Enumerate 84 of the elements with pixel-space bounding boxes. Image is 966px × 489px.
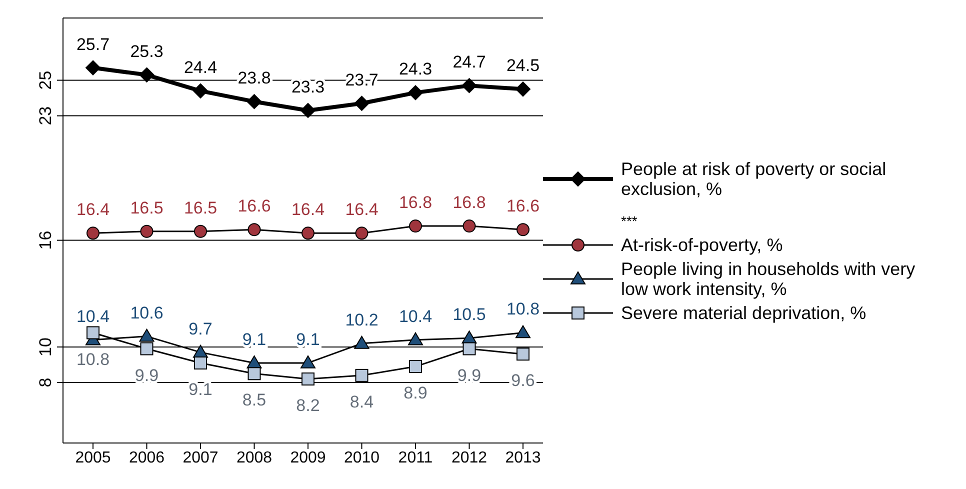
data-label: 24.7 (452, 52, 486, 72)
point (409, 220, 422, 233)
point (409, 360, 422, 374)
data-label: 25.3 (130, 42, 164, 61)
data-label: 10.5 (452, 305, 486, 324)
x-tick-label: 2008 (236, 449, 272, 466)
point (246, 94, 262, 110)
y-tick-label: 23 (36, 106, 55, 126)
point (248, 367, 261, 380)
data-label: 24.3 (398, 60, 432, 79)
x-tick-label: 2010 (344, 449, 380, 466)
point (516, 325, 530, 338)
point (355, 368, 368, 382)
legend-label: People living in households with very low work intensity, % (621, 259, 916, 299)
y-tick-label: 10 (36, 338, 55, 356)
point (462, 342, 476, 356)
data-label: 16.4 (76, 200, 110, 220)
data-label: 10.4 (398, 306, 432, 326)
point (354, 336, 370, 349)
data-label: 16.8 (452, 193, 486, 212)
point (302, 226, 314, 240)
point (354, 96, 370, 111)
data-label: 24.4 (184, 58, 218, 77)
y-tick-label: 8 (36, 378, 55, 388)
data-label: 9.1 (188, 380, 212, 400)
point (462, 78, 477, 94)
point (300, 102, 316, 118)
x-tick-label: 2011 (398, 449, 433, 466)
point (248, 223, 261, 236)
point (86, 60, 100, 76)
x-tick-label: 2006 (128, 449, 165, 466)
data-label: 9.1 (242, 330, 266, 349)
point (408, 332, 423, 346)
data-label: 16.5 (130, 198, 164, 218)
data-label: 9.9 (457, 366, 482, 385)
data-label: 16.6 (506, 196, 540, 216)
data-label: 10.4 (76, 306, 110, 326)
legend-label: People at risk of poverty or social exclusion, % (621, 159, 888, 199)
point (516, 82, 530, 97)
point (193, 83, 208, 98)
point (194, 356, 207, 370)
point (355, 226, 368, 240)
point (302, 372, 314, 386)
point (86, 326, 100, 340)
point (140, 342, 154, 356)
point (139, 328, 154, 342)
data-label: 8.5 (242, 390, 266, 410)
x-tick-label: 2012 (451, 449, 488, 466)
data-label: 10.2 (345, 310, 378, 330)
data-label: 8.9 (404, 384, 428, 403)
data-label: 16.4 (291, 200, 325, 220)
y-tick-label: 16 (36, 230, 55, 250)
point (139, 67, 154, 82)
y-tick-label: 25 (36, 70, 55, 90)
point (194, 224, 207, 238)
x-tick-label: 2013 (505, 449, 541, 466)
point (300, 355, 316, 368)
text: *** (621, 213, 638, 229)
data-label: 16.4 (345, 200, 378, 220)
point (516, 348, 530, 361)
point (516, 223, 530, 236)
data-label: 8.2 (296, 396, 320, 416)
data-label: 10.8 (506, 300, 540, 319)
data-label: 8.4 (350, 392, 374, 412)
data-label: 23.3 (291, 77, 325, 96)
point (86, 226, 100, 240)
data-label: 16.6 (238, 196, 271, 216)
legend-label: Severe material deprivation, % (621, 303, 868, 323)
legend-label: At-risk-of-poverty, % (621, 235, 784, 255)
point (462, 220, 476, 233)
data-label: 24.5 (506, 56, 540, 76)
x-tick-label: 2009 (290, 449, 326, 466)
data-label: 25.7 (76, 34, 110, 54)
data-label: 9.9 (134, 366, 159, 385)
data-label: 10.6 (130, 303, 164, 322)
x-tick-label: 2007 (182, 449, 218, 466)
data-label: 10.8 (76, 350, 110, 369)
data-label: 16.5 (184, 198, 218, 218)
data-label: 16.8 (398, 193, 432, 212)
point (408, 85, 423, 100)
point (140, 224, 154, 238)
data-label: 9.7 (188, 319, 212, 338)
x-tick-label: 2005 (75, 449, 111, 466)
data-label: 9.1 (296, 330, 320, 349)
